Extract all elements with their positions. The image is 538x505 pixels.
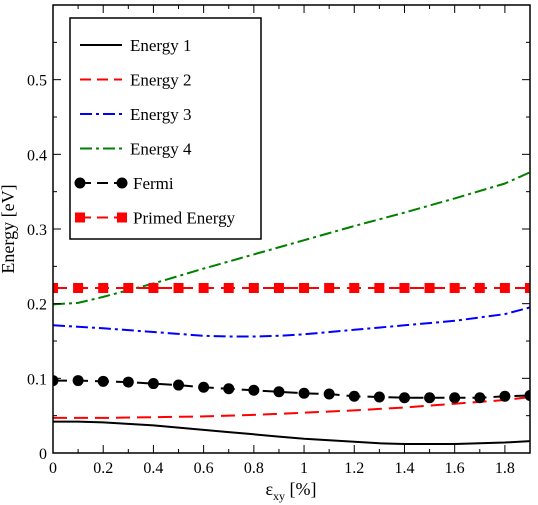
data-point-fermi: [223, 383, 235, 395]
x-tick-label: 0.4: [143, 460, 163, 477]
y-tick-label: 0: [39, 446, 47, 463]
series-fermi: [53, 375, 530, 404]
data-point-fermi: [53, 375, 59, 387]
x-tick-label: 0.8: [244, 460, 264, 477]
data-point-fermi: [323, 388, 335, 400]
data-point-primed-energy: [148, 282, 159, 293]
legend-label: Energy 4: [130, 140, 192, 159]
data-point-fermi: [298, 387, 310, 399]
data-point-fermi: [248, 384, 260, 396]
legend-marker: [74, 177, 86, 189]
data-point-primed-energy: [525, 282, 530, 293]
legend-item-energy-3: Energy 3: [80, 105, 192, 124]
x-axis-label: εxy [%]: [265, 479, 316, 503]
legend-label: Energy 2: [130, 71, 192, 90]
data-point-fermi: [72, 375, 84, 387]
legend-label: Primed Energy: [133, 209, 236, 228]
x-tick-label: 0.6: [194, 460, 214, 477]
data-point-primed-energy: [449, 282, 460, 293]
x-tick-label: 0: [49, 460, 57, 477]
series-energy-1: [53, 420, 530, 445]
axes: 0 0.2 0.4 0.6 0.8 1 1.2 1.4 1.6 1.8 0 0.1 0.2 0.3 0.4 0…: [27, 5, 530, 477]
x-tick-label: 0.2: [93, 460, 113, 477]
data-point-fermi: [398, 392, 410, 404]
x-tick-label: 1.2: [344, 460, 364, 477]
legend-item-fermi: Fermi: [74, 174, 174, 193]
legend: Energy 1 Energy 2 Energy 3 Energy 4 Fermi Pri…: [69, 17, 262, 240]
data-point-fermi: [449, 392, 461, 404]
series-energy-3: [53, 306, 530, 338]
data-point-fermi: [499, 390, 511, 402]
data-point-primed-energy: [123, 282, 134, 293]
series-line-energy-3: [53, 306, 530, 338]
data-point-primed-energy: [324, 282, 335, 293]
data-point-fermi: [198, 381, 210, 393]
legend-item-primed-energy: Primed Energy: [75, 209, 236, 228]
legend-item-energy-2: Energy 2: [80, 71, 192, 90]
data-point-primed-energy: [399, 282, 410, 293]
data-point-primed-energy: [299, 282, 310, 293]
data-point-primed-energy: [73, 282, 84, 293]
data-point-fermi: [273, 386, 285, 398]
x-tick-label: 1.6: [445, 460, 465, 477]
data-point-primed-energy: [53, 282, 58, 293]
data-point-primed-energy: [273, 282, 284, 293]
data-point-primed-energy: [349, 282, 360, 293]
y-tick-label: 0.3: [27, 222, 47, 239]
data-point-primed-energy: [248, 282, 259, 293]
y-tick-label: 0.1: [27, 371, 47, 388]
legend-item-energy-1: Energy 1: [80, 36, 192, 55]
plot-lines: [53, 171, 530, 445]
data-point-fermi: [147, 378, 159, 390]
series-line-energy-4: [53, 171, 530, 306]
data-point-fermi: [524, 390, 530, 402]
y-tick-label: 0.2: [27, 297, 47, 314]
y-tick-label: 0.5: [27, 73, 47, 90]
legend-item-energy-4: Energy 4: [80, 140, 192, 159]
data-point-primed-energy: [424, 282, 435, 293]
data-point-primed-energy: [98, 282, 109, 293]
data-point-fermi: [373, 391, 385, 403]
series-primed-energy: [53, 282, 530, 293]
data-point-primed-energy: [173, 282, 184, 293]
data-point-primed-energy: [374, 282, 385, 293]
data-point-fermi: [424, 392, 436, 404]
legend-label: Energy 1: [130, 36, 192, 55]
legend-label: Fermi: [133, 174, 174, 193]
y-tick-label: 0.4: [27, 147, 47, 164]
data-point-primed-energy: [474, 282, 485, 293]
x-axis-symbol: ε: [265, 479, 273, 499]
series-line-energy-1: [53, 420, 530, 445]
x-tick-label: 1.4: [394, 460, 414, 477]
data-point-fermi: [173, 379, 185, 391]
series-energy-4: [53, 171, 530, 306]
data-point-fermi: [474, 392, 486, 404]
y-axis-label: Energy [eV]: [0, 184, 18, 273]
data-point-primed-energy: [499, 282, 510, 293]
legend-marker: [116, 177, 128, 189]
data-point-primed-energy: [223, 282, 234, 293]
data-point-fermi: [348, 390, 360, 402]
x-axis-unit: [%]: [285, 479, 316, 499]
legend-label: Energy 3: [130, 105, 192, 124]
legend-box: [69, 17, 262, 240]
data-point-fermi: [97, 375, 109, 387]
legend-marker: [75, 212, 85, 223]
data-point-primed-energy: [198, 282, 209, 293]
x-tick-label: 1.8: [495, 460, 515, 477]
legend-marker: [117, 212, 127, 223]
x-tick-label: 1: [300, 460, 308, 477]
series-line-fermi: [53, 379, 530, 399]
data-point-fermi: [122, 376, 134, 388]
x-axis-subscript: xy: [273, 489, 285, 503]
